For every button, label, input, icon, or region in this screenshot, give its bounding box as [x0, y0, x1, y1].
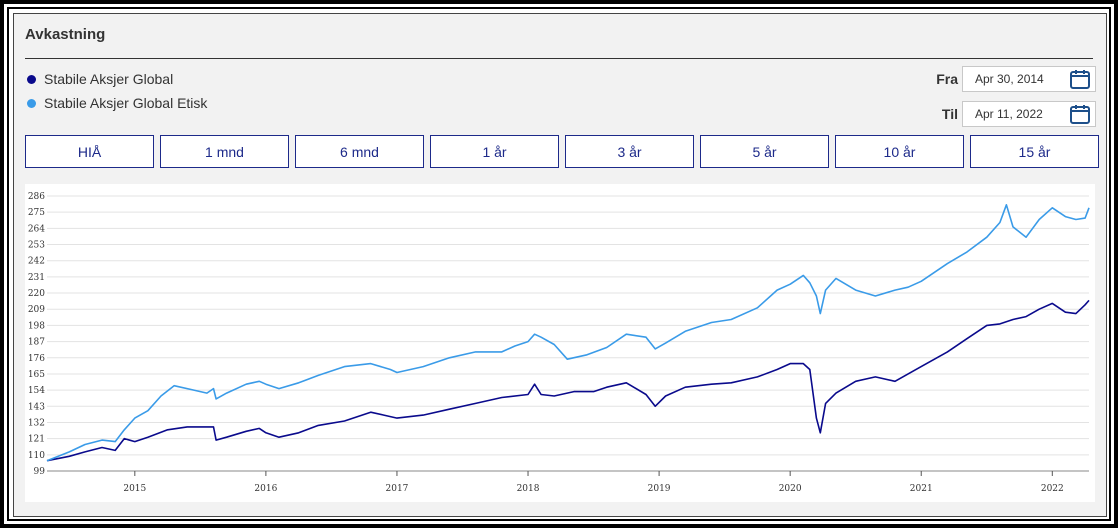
range-button-1-mnd[interactable]: 1 mnd	[160, 135, 289, 168]
range-button-3-ar[interactable]: 3 år	[565, 135, 694, 168]
y-tick-label: 176	[28, 354, 45, 364]
range-button-5-ar[interactable]: 5 år	[700, 135, 829, 168]
x-tick-label: 2020	[779, 484, 802, 494]
legend-label: Stabile Aksjer Global	[44, 71, 174, 87]
range-button-15-ar[interactable]: 15 år	[970, 135, 1099, 168]
x-tick-label: 2017	[386, 484, 409, 494]
legend-dot-etisk	[27, 98, 36, 108]
legend-item-global[interactable]: Stabile Aksjer Global	[27, 67, 207, 91]
y-tick-label: 231	[28, 273, 45, 283]
x-tick-label: 2015	[123, 484, 146, 494]
y-tick-label: 132	[28, 418, 45, 428]
legend-item-etisk[interactable]: Stabile Aksjer Global Etisk	[27, 91, 207, 115]
y-tick-label: 275	[28, 208, 45, 218]
from-date-input[interactable]: Apr 30, 2014	[962, 66, 1096, 92]
y-tick-label: 253	[28, 241, 45, 251]
y-tick-label: 143	[28, 402, 45, 412]
y-tick-label: 99	[34, 467, 46, 477]
legend-dot-global	[27, 74, 36, 84]
y-tick-label: 209	[28, 305, 45, 315]
range-button-10-ar[interactable]: 10 år	[835, 135, 964, 168]
title-divider	[25, 58, 1093, 59]
y-tick-label: 121	[28, 435, 45, 445]
calendar-icon[interactable]	[1069, 103, 1091, 125]
y-tick-label: 187	[28, 338, 45, 348]
from-date-row: Fra Apr 30, 2014	[936, 66, 1096, 92]
returns-panel: Avkastning Stabile Aksjer Global Stabile…	[13, 13, 1107, 517]
y-tick-label: 286	[28, 192, 45, 202]
returns-chart: 99 110 121 132 143 154 165 176 187 198 209 220 231 24…	[25, 184, 1095, 502]
to-date-label: Til	[941, 106, 958, 122]
from-date-label: Fra	[936, 71, 958, 87]
y-tick-label: 264	[28, 224, 45, 234]
y-tick-label: 154	[28, 386, 45, 396]
from-date-value: Apr 30, 2014	[975, 72, 1044, 86]
to-date-input[interactable]: Apr 11, 2022	[962, 101, 1096, 127]
y-tick-label: 242	[28, 257, 45, 267]
calendar-icon[interactable]	[1069, 68, 1091, 90]
range-button-hia[interactable]: HIÅ	[25, 135, 154, 168]
range-button-6-mnd[interactable]: 6 mnd	[295, 135, 424, 168]
to-date-row: Til Apr 11, 2022	[942, 101, 1096, 127]
line-chart: 99 110 121 132 143 154 165 176 187 198 209 220 231 24…	[25, 184, 1095, 502]
to-date-value: Apr 11, 2022	[975, 107, 1043, 121]
x-tick-label: 2022	[1041, 484, 1064, 494]
panel-title: Avkastning	[25, 26, 106, 43]
series-line-global	[46, 299, 1090, 462]
range-button-row: HIÅ 1 mnd 6 mnd 1 år 3 år 5 år 10 år 15 …	[25, 135, 1099, 168]
x-tick-label: 2016	[254, 484, 277, 494]
x-tick-label: 2021	[910, 484, 933, 494]
range-button-1-ar[interactable]: 1 år	[430, 135, 559, 168]
y-tick-label: 110	[28, 451, 45, 461]
y-tick-label: 165	[28, 370, 45, 380]
y-tick-label: 198	[28, 321, 45, 331]
y-tick-label: 220	[28, 289, 45, 299]
x-tick-label: 2018	[517, 484, 540, 494]
plot-background	[25, 184, 1095, 502]
legend-label: Stabile Aksjer Global Etisk	[44, 95, 208, 111]
chart-legend: Stabile Aksjer Global Stabile Aksjer Glo…	[27, 67, 207, 115]
series-line-etisk	[46, 204, 1090, 462]
x-tick-label: 2019	[648, 484, 671, 494]
